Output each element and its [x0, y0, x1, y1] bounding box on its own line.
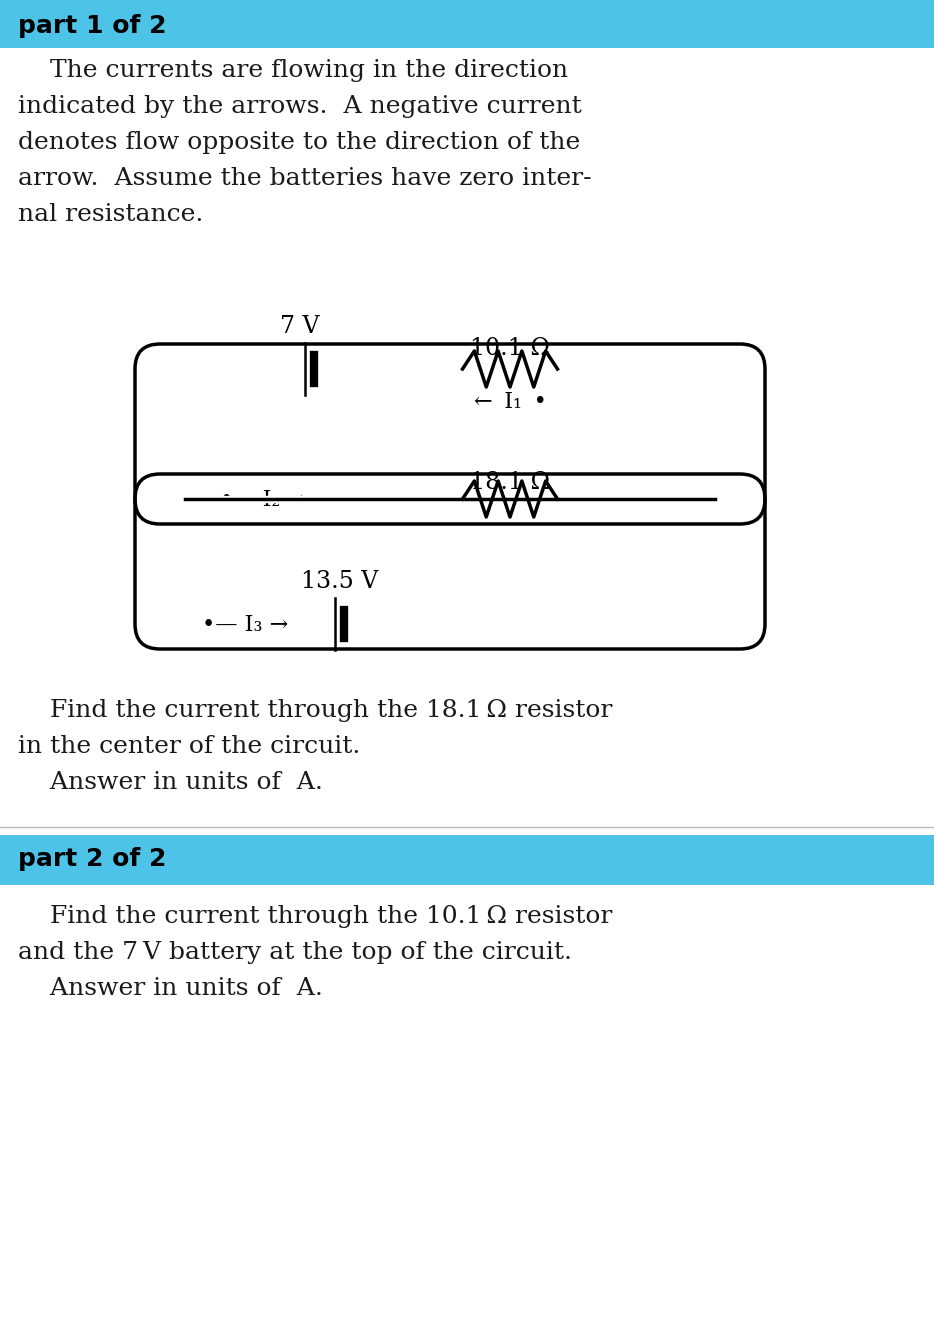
Text: •— I₂ →: •— I₂ →: [220, 489, 306, 511]
Text: •— I₃ →: •— I₃ →: [202, 614, 288, 636]
Text: nal resistance.: nal resistance.: [18, 203, 204, 226]
Text: arrow.  Assume the batteries have zero inter-: arrow. Assume the batteries have zero in…: [18, 167, 591, 190]
FancyBboxPatch shape: [0, 0, 934, 48]
Text: 7 V: 7 V: [280, 314, 319, 337]
Text: The currents are flowing in the direction: The currents are flowing in the directio…: [18, 59, 568, 82]
Text: ←  I₁  •: ← I₁ •: [474, 391, 546, 413]
Text: Answer in units of  A.: Answer in units of A.: [18, 771, 323, 794]
Text: 13.5 V: 13.5 V: [302, 570, 378, 593]
Text: 10.1 Ω: 10.1 Ω: [470, 337, 550, 360]
Text: Find the current through the 10.1 Ω resistor: Find the current through the 10.1 Ω resi…: [18, 905, 613, 927]
Text: part 2 of 2: part 2 of 2: [18, 847, 166, 871]
Text: and the 7 V battery at the top of the circuit.: and the 7 V battery at the top of the ci…: [18, 941, 572, 964]
FancyBboxPatch shape: [0, 835, 934, 884]
Text: Find the current through the 18.1 Ω resistor: Find the current through the 18.1 Ω resi…: [18, 699, 613, 722]
Text: 18.1 Ω: 18.1 Ω: [470, 470, 550, 495]
Text: Answer in units of  A.: Answer in units of A.: [18, 977, 323, 1000]
Text: part 1 of 2: part 1 of 2: [18, 13, 166, 38]
Text: indicated by the arrows.  A negative current: indicated by the arrows. A negative curr…: [18, 95, 582, 118]
Text: in the center of the circuit.: in the center of the circuit.: [18, 735, 361, 758]
Text: denotes flow opposite to the direction of the: denotes flow opposite to the direction o…: [18, 130, 580, 155]
